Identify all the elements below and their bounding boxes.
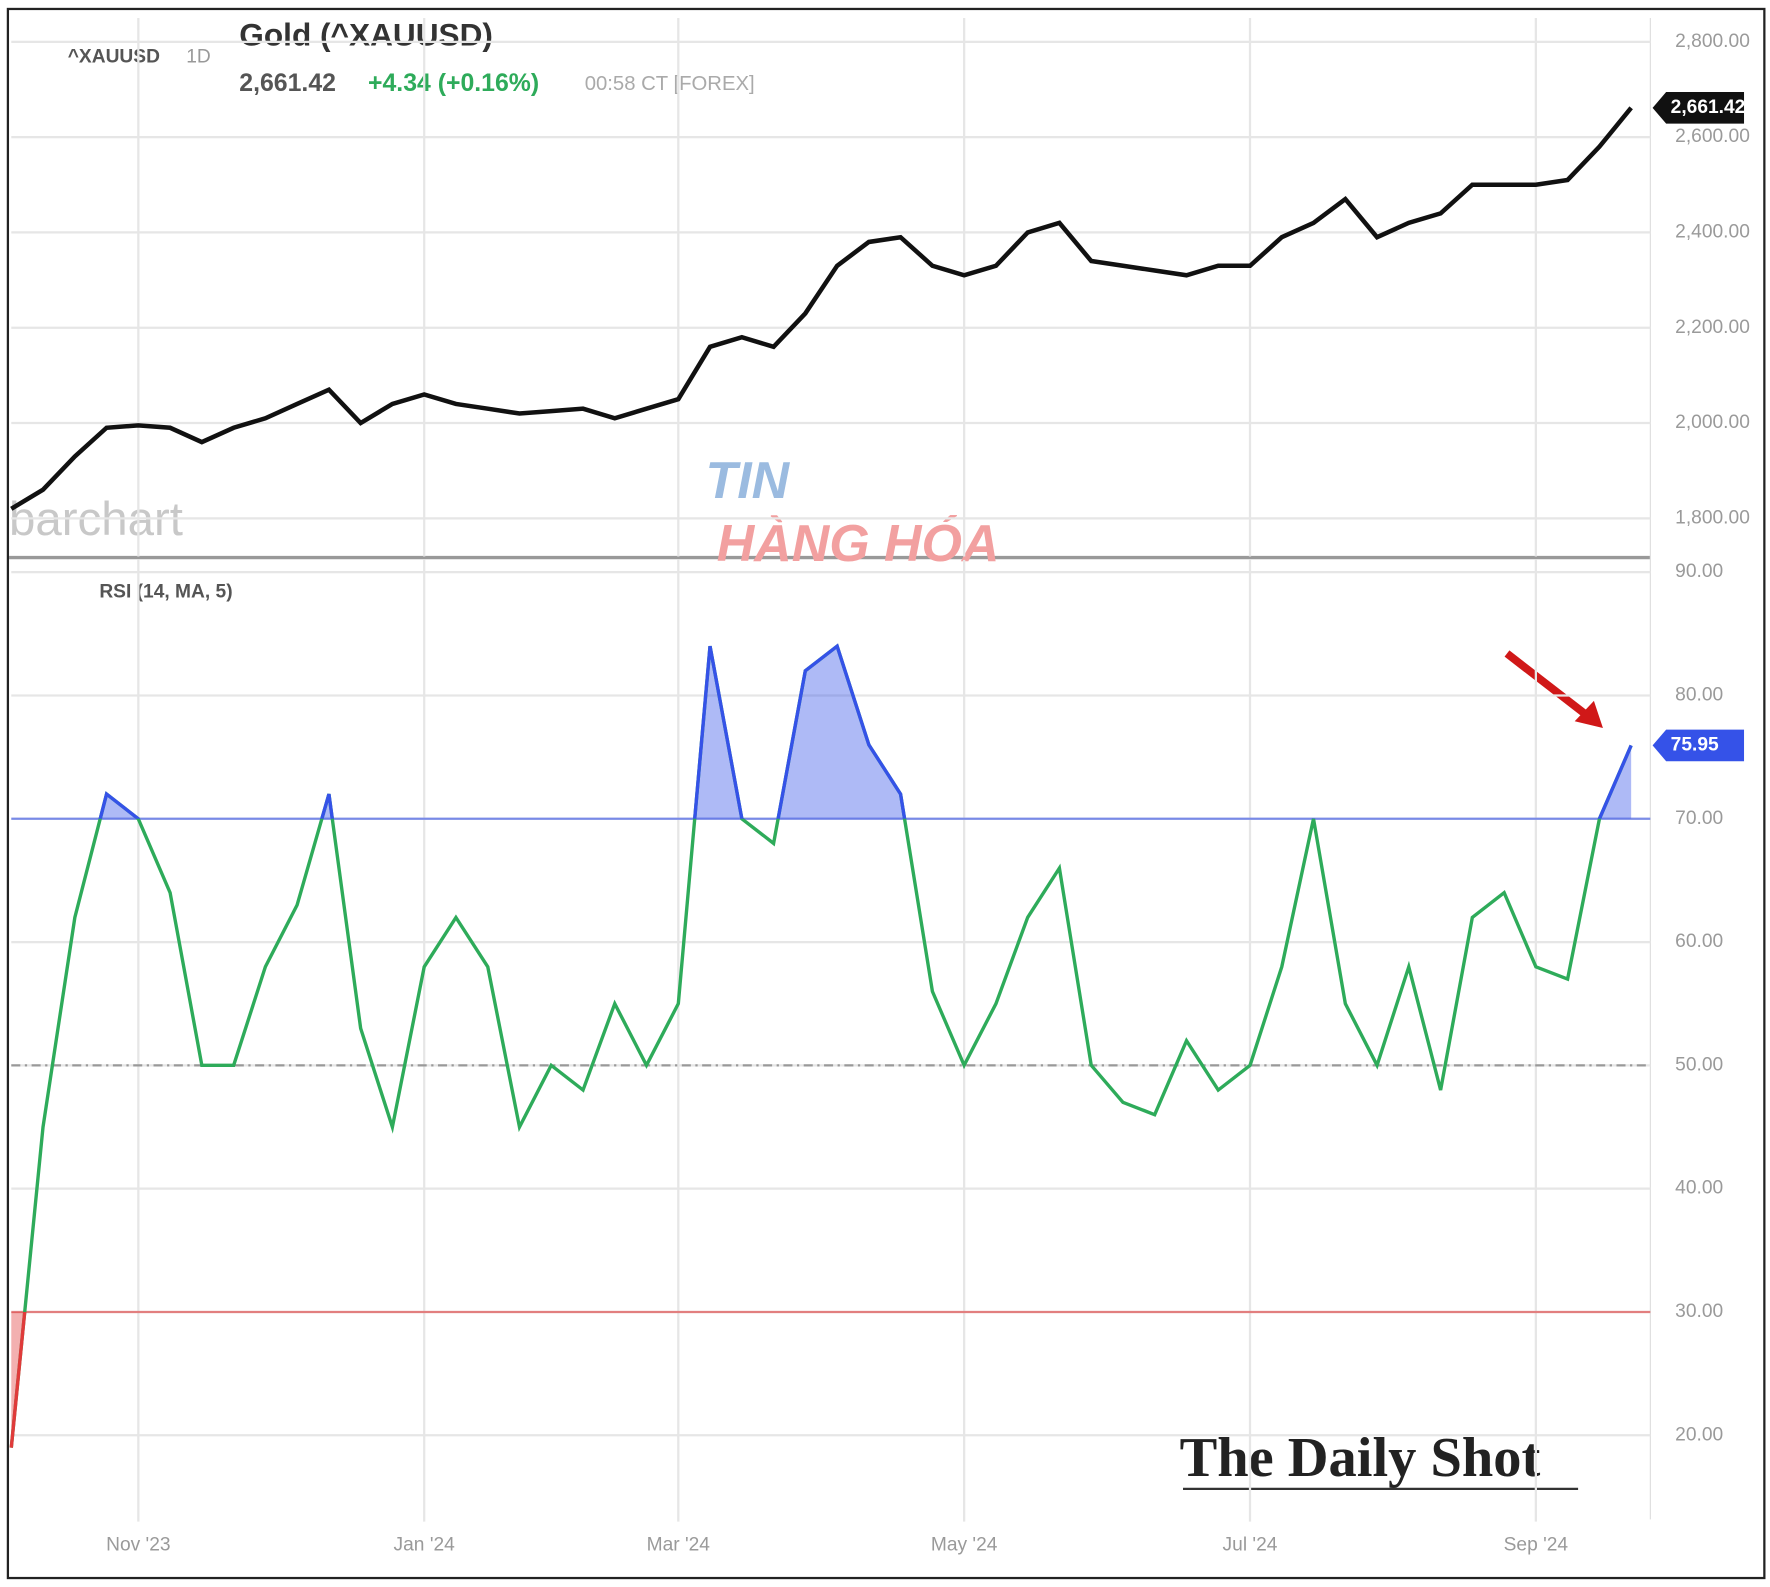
source: The Daily Shot [1180,1427,1541,1489]
change: +4.34 (+0.16%) [368,70,539,97]
last-value-badge [1652,729,1745,762]
indicator-label: RSI (14, MA, 5) [99,582,232,603]
x-tick-label: Jan '24 [394,1534,456,1555]
y-tick-label: 1,800.00 [1675,507,1750,528]
y-tick-label: 2,400.00 [1675,221,1750,242]
y-tick-label: 2,600.00 [1675,126,1750,147]
y-tick-label: 70.00 [1675,808,1723,829]
interval: 1D [186,47,211,68]
title: Gold (^XAUUSD) [239,17,493,53]
x-tick-label: Nov '23 [106,1534,170,1555]
y-tick-label: 80.00 [1675,685,1723,706]
time: 00:58 CT [FOREX] [585,73,755,95]
y-tick-label: 2,200.00 [1675,317,1750,338]
y-tick-label: 60.00 [1675,931,1723,952]
price: 2,661.42 [239,70,336,97]
y-tick-label: 20.00 [1675,1424,1723,1445]
arrow-head [1574,700,1603,729]
last-value-badge [1652,92,1745,124]
arrow [1504,650,1595,723]
rsi-line-overbought [98,643,1633,819]
last-value-label: 2,661.42 [1671,97,1746,118]
symbol: ^XAUUSD [68,47,160,68]
y-tick-label: 40.00 [1675,1178,1723,1199]
y-tick-label: 90.00 [1675,561,1723,582]
frame [6,7,1766,1580]
y-tick-label: 50.00 [1675,1054,1723,1075]
x-tick-label: May '24 [931,1534,998,1555]
x-tick-label: Jul '24 [1223,1534,1278,1555]
y-tick-label: 2,000.00 [1675,412,1750,433]
brand: barchart [9,493,183,546]
last-value-label: 75.95 [1671,734,1719,755]
y-tick-label: 2,800.00 [1675,31,1750,52]
overbought-fill [100,646,1632,819]
watermark: TIN [706,452,791,510]
price-line [10,106,1633,511]
x-tick-label: Sep '24 [1504,1534,1569,1555]
y-tick-label: 30.00 [1675,1301,1723,1322]
watermark: HÀNG HÓA [717,515,1000,573]
x-tick-label: Mar '24 [647,1534,711,1555]
